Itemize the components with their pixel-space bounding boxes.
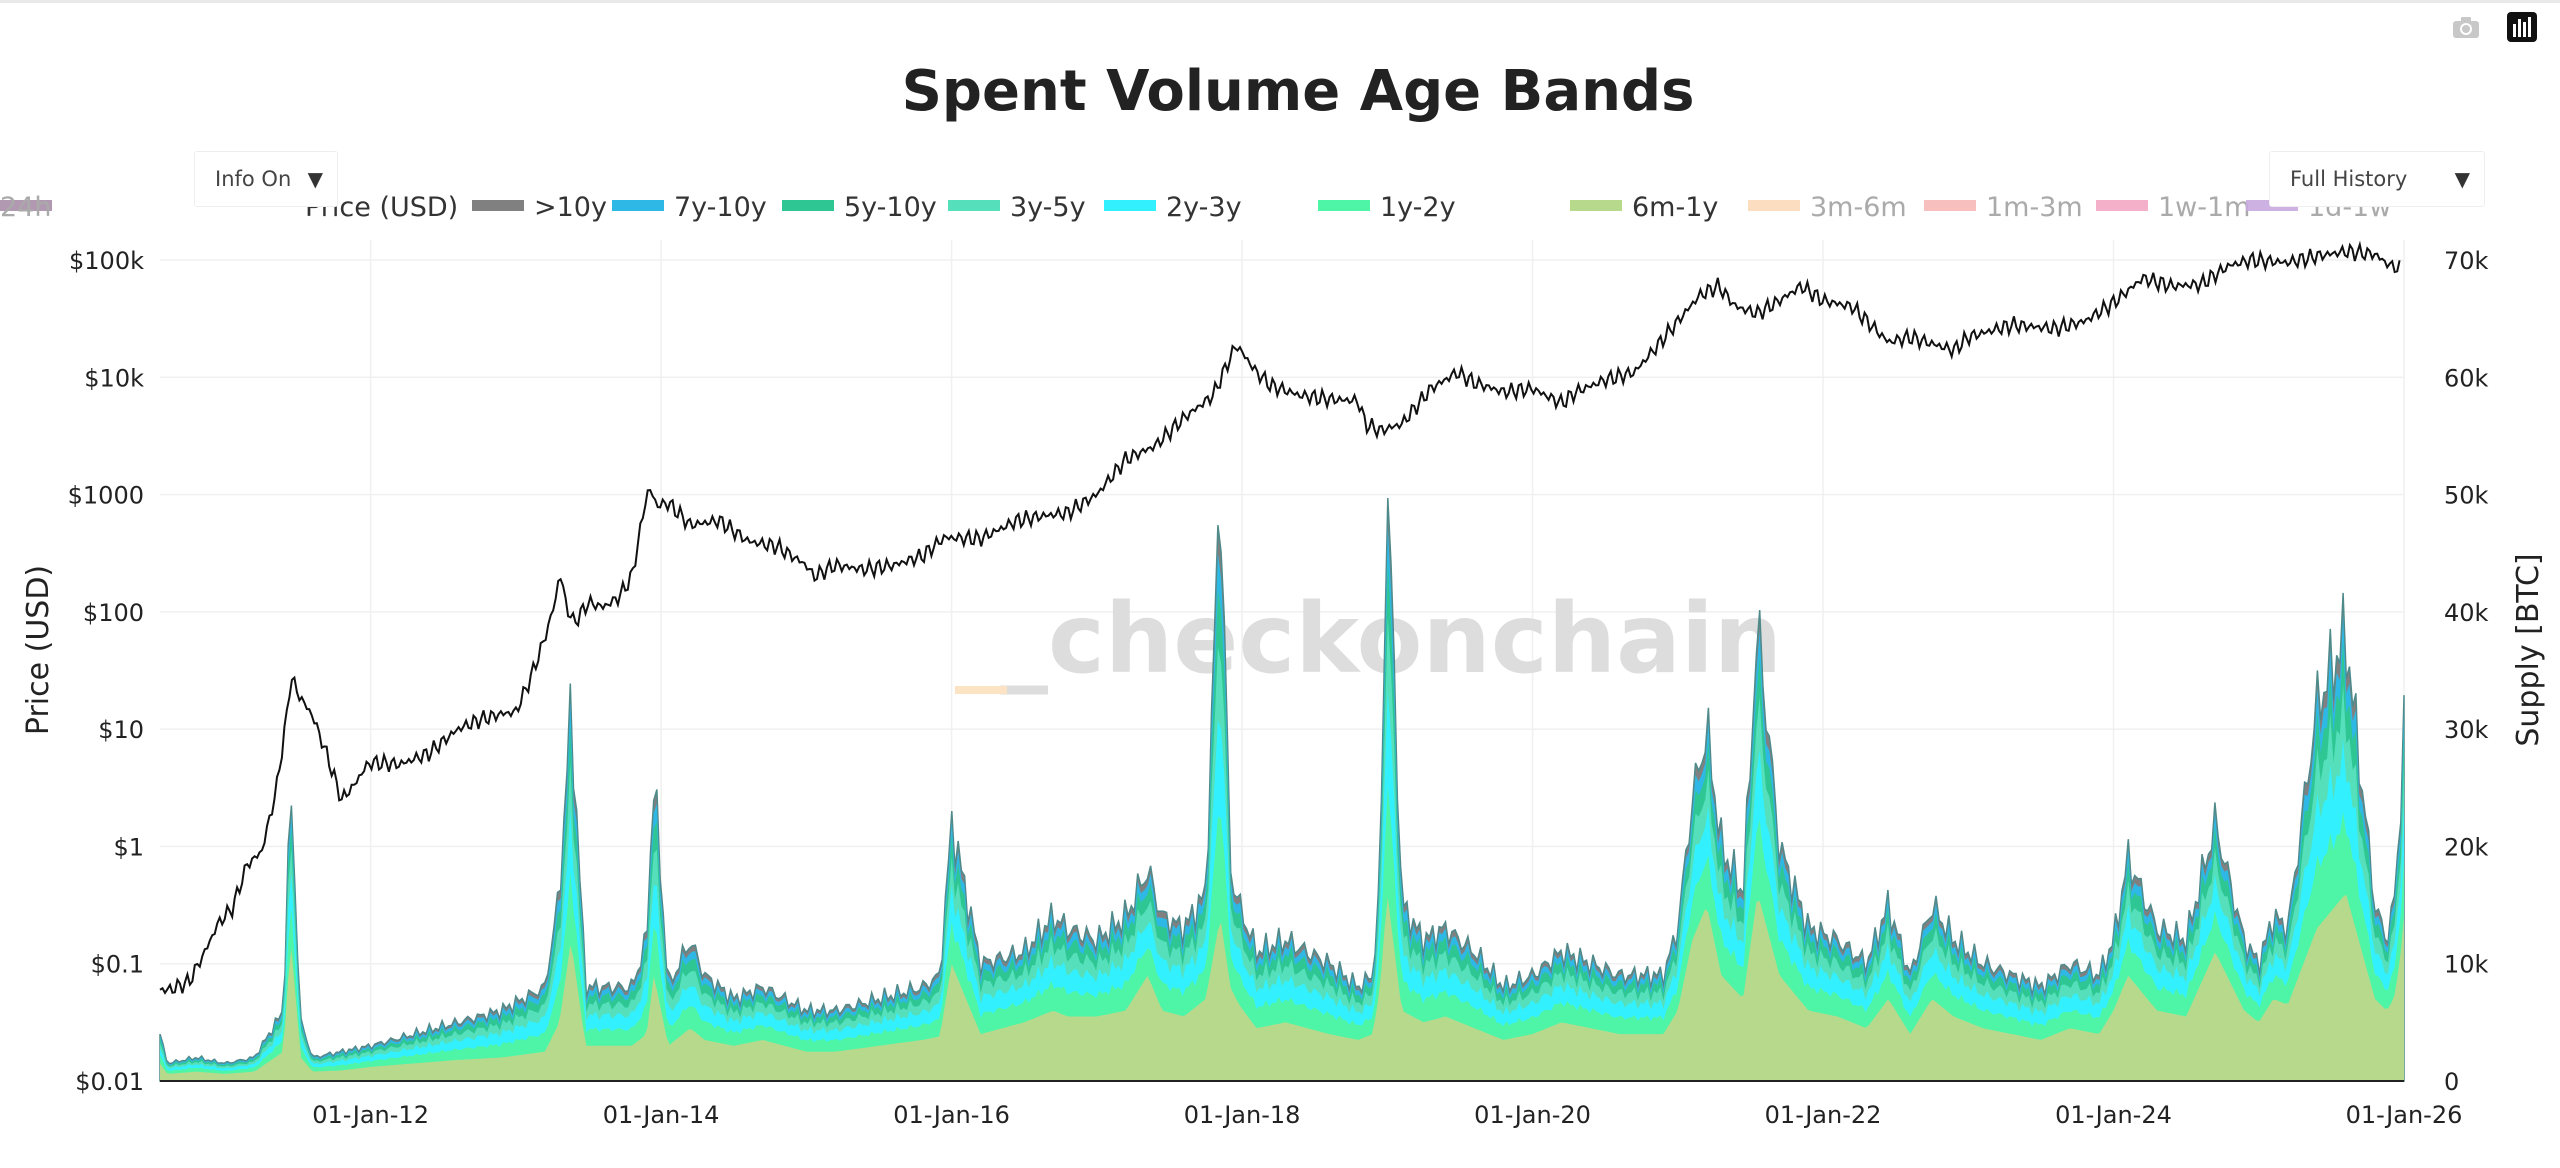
legend-swatch xyxy=(1104,200,1156,211)
y-left-tick-label: $0.01 xyxy=(75,1068,144,1096)
x-tick-label: 01-Jan-18 xyxy=(1184,1101,1301,1129)
legend-swatch xyxy=(0,200,52,211)
y-left-tick-label: $0.1 xyxy=(91,951,144,979)
y-axis-left-label: Price (USD) xyxy=(21,565,56,735)
x-tick-label: 01-Jan-12 xyxy=(312,1101,429,1129)
legend-label: 6m-1y xyxy=(1632,192,1718,223)
y-right-tick-label: 0 xyxy=(2444,1068,2459,1096)
y-right-tick-label: 70k xyxy=(2444,247,2489,275)
y-right-tick-label: 40k xyxy=(2444,599,2489,627)
x-tick-label: 01-Jan-22 xyxy=(1765,1101,1882,1129)
range-selector-label: Full History xyxy=(2290,167,2408,191)
top-border xyxy=(0,0,2560,3)
legend-swatch xyxy=(1318,200,1370,211)
plotly-logo-icon[interactable] xyxy=(2504,12,2540,42)
y-right-tick-label: 30k xyxy=(2444,716,2489,744)
y-left-tick-label: $100 xyxy=(83,599,144,627)
legend-swatch xyxy=(2096,200,2148,211)
y-axis-right-label: Supply [BTC] xyxy=(2511,553,2546,746)
y-right-tick-label: 50k xyxy=(2444,482,2489,510)
x-tick-label: 01-Jan-14 xyxy=(603,1101,720,1129)
chart-modebar xyxy=(2448,12,2540,42)
y-left-tick-label: $100k xyxy=(69,247,144,275)
legend-label: 1w-1m xyxy=(2158,192,2250,223)
legend-swatch xyxy=(1748,200,1800,211)
watermark-dash xyxy=(955,686,1007,694)
y-right-tick-label: 60k xyxy=(2444,364,2489,392)
legend-swatch xyxy=(948,200,1000,211)
info-toggle-label: Info On xyxy=(215,167,292,191)
y-right-tick-label: 20k xyxy=(2444,833,2489,861)
band-1y-2y-area xyxy=(160,785,2404,1081)
legend-swatch xyxy=(782,200,834,211)
legend-label: 2y-3y xyxy=(1166,192,1242,223)
x-tick-label: 01-Jan-24 xyxy=(2055,1101,2172,1129)
band-6m-1y-area xyxy=(160,894,2404,1081)
legend-swatch xyxy=(612,200,664,211)
legend-label: 1y-2y xyxy=(1380,192,1456,223)
legend: Price (USD) >10y 7y-10y 5y-10y 3y-5y 2y-3y 1y-… xyxy=(0,192,2391,223)
legend-label: 24h xyxy=(0,192,51,223)
legend-swatch xyxy=(1570,200,1622,211)
chevron-down-icon: ▼ xyxy=(2454,167,2470,191)
x-tick-label: 01-Jan-20 xyxy=(1474,1101,1591,1129)
legend-label: 5y-10y xyxy=(844,192,937,223)
legend-label: >10y xyxy=(534,192,607,223)
camera-icon[interactable] xyxy=(2448,12,2484,42)
chart-title: Spent Volume Age Bands xyxy=(902,59,1695,124)
range-selector-dropdown[interactable]: Full History ▼ xyxy=(2269,151,2485,207)
legend-swatch xyxy=(1924,200,1976,211)
legend-swatch xyxy=(472,200,524,211)
y-left-tick-label: $1000 xyxy=(68,482,144,510)
y-left-tick-label: $10k xyxy=(84,364,144,392)
x-tick-label: 01-Jan-26 xyxy=(2346,1101,2463,1129)
x-tick-label: 01-Jan-16 xyxy=(893,1101,1010,1129)
legend-label: 3m-6m xyxy=(1810,192,1907,223)
y-right-tick-label: 10k xyxy=(2444,951,2489,979)
y-left-tick-label: $1 xyxy=(113,833,144,861)
info-toggle-dropdown[interactable]: Info On ▼ xyxy=(194,151,338,207)
chevron-down-icon: ▼ xyxy=(307,167,323,191)
legend-label: 7y-10y xyxy=(674,192,767,223)
legend-label: 1m-3m xyxy=(1986,192,2083,223)
y-left-tick-label: $10 xyxy=(98,716,144,744)
legend-label: 3y-5y xyxy=(1010,192,1086,223)
price-line xyxy=(159,240,2401,995)
